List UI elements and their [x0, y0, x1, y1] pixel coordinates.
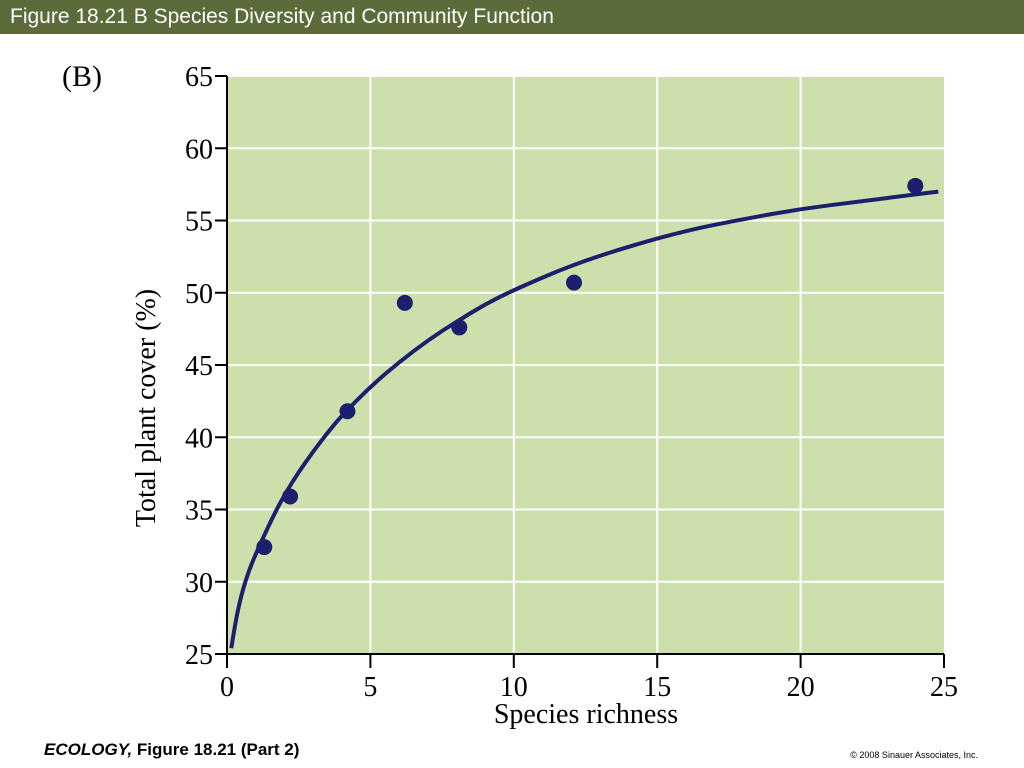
- figure-reference: Figure 18.21 (Part 2): [132, 740, 300, 759]
- y-tick-label: 55: [185, 207, 213, 238]
- data-point: [907, 177, 924, 194]
- x-tick-label: 10: [500, 672, 528, 703]
- grid-lines: [227, 75, 944, 654]
- y-tick-label: 60: [185, 134, 213, 165]
- data-points: [256, 177, 924, 556]
- book-title: ECOLOGY,: [44, 740, 133, 759]
- copyright-notice: © 2008 Sinauer Associates, Inc.: [850, 750, 978, 760]
- y-tick-label: 30: [185, 568, 213, 599]
- y-tick-label: 50: [185, 279, 213, 310]
- y-tick-label: 35: [185, 496, 213, 527]
- x-tick-label: 15: [643, 672, 671, 703]
- data-point: [566, 274, 583, 291]
- slide-title: Figure 18.21 B Species Diversity and Com…: [0, 0, 1024, 34]
- y-tick-label: 45: [185, 351, 213, 382]
- fit-curve: [229, 189, 939, 649]
- x-tick-label: 25: [930, 672, 958, 703]
- y-tick-label: 65: [185, 62, 213, 93]
- data-point: [451, 319, 468, 336]
- x-tick-label: 5: [363, 672, 377, 703]
- x-tick-label: 0: [220, 672, 234, 703]
- data-point: [256, 539, 273, 556]
- data-point: [339, 403, 356, 420]
- chart: (B) 25 30 35 40 45 50 55 60 65 0 5 10 15 20 25 Specie…: [62, 60, 958, 730]
- y-tick-labels: 25 30 35 40 45 50 55 60 65: [185, 62, 213, 671]
- data-point: [282, 488, 299, 505]
- panel-label: (B): [62, 60, 102, 93]
- figure-credit: ECOLOGY, Figure 18.21 (Part 2): [44, 740, 299, 760]
- y-axis-label: Total plant cover (%): [131, 289, 162, 527]
- x-tick-label: 20: [787, 672, 815, 703]
- data-point: [396, 294, 413, 311]
- axes: [215, 75, 945, 668]
- x-axis-label: Species richness: [494, 699, 678, 730]
- x-tick-labels: 0 5 10 15 20 25: [220, 672, 958, 703]
- y-tick-label: 40: [185, 423, 213, 454]
- y-tick-label: 25: [185, 640, 213, 671]
